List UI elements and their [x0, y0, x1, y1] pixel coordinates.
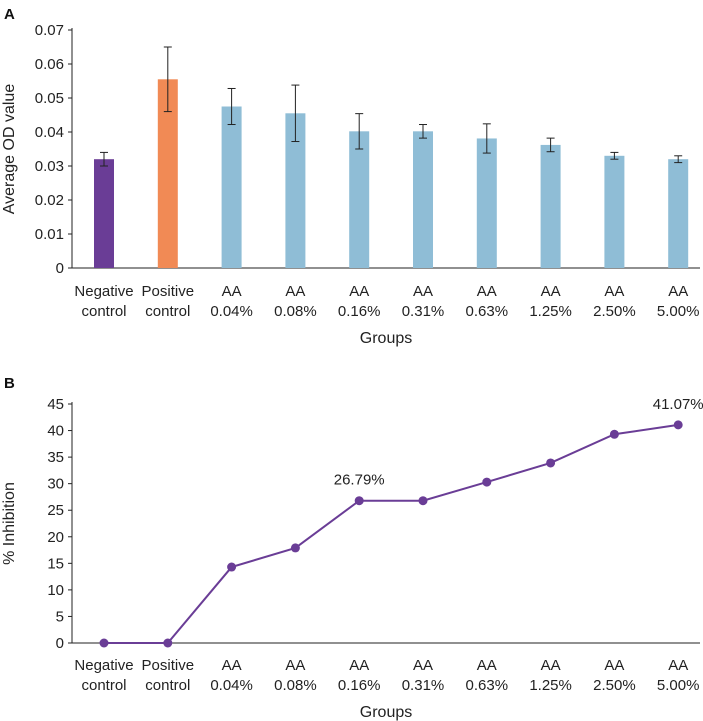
panel-b-x-tick-label-line1: AA [349, 657, 369, 674]
panel-b-data-point [482, 477, 492, 487]
panel-b-x-tick-label-line1: AA [413, 657, 433, 674]
panel-a-x-tick-label-line2: 1.25% [529, 303, 572, 320]
panel-b-y-tick-label: 45 [47, 396, 64, 413]
panel-b-x-tick-label-line1: AA [477, 657, 497, 674]
panel-a-x-tick-label-line1: AA [285, 283, 305, 300]
panel-b-x-tick-label-line2: control [145, 677, 190, 694]
panel-b-y-tick-label: 20 [47, 529, 64, 546]
panel-b-y-tick-label: 10 [47, 582, 64, 599]
panel-a-x-axis-title: Groups [360, 330, 412, 347]
panel-a-y-tick-label: 0.07 [35, 22, 64, 39]
panel-a-x-tick-label-line2: 0.63% [466, 303, 509, 320]
panel-a-x-tick-label-line2: 5.00% [657, 303, 700, 320]
panel-b-x-tick-label-line2: 5.00% [657, 677, 700, 694]
panel-b-x-tick-label-line1: AA [541, 657, 561, 674]
panel-b-y-tick-label: 30 [47, 476, 64, 493]
panel-a-y-tick-label: 0 [56, 260, 64, 277]
panel-a-y-tick-label: 0.03 [35, 158, 64, 175]
panel-b-y-tick-label: 0 [56, 635, 64, 652]
panel-b-y-tick-label: 15 [47, 555, 64, 572]
panel-b-x-tick-label-line2: 0.63% [466, 677, 509, 694]
panel-b-x-tick-label-line2: 0.31% [402, 677, 445, 694]
panel-b-x-tick-label-line1: AA [604, 657, 624, 674]
panel-a-x-tick-label-line1: Positive [142, 283, 195, 300]
panel-b-data-label: 41.07% [653, 396, 703, 413]
panel-b-x-tick-label-line2: control [81, 677, 126, 694]
panel-a-letter: A [4, 6, 15, 23]
panel-a-y-tick-label: 0.01 [35, 226, 64, 243]
panel-b-y-axis-title: % Inhibition [1, 482, 18, 565]
panel-b-data-point [609, 429, 619, 439]
panel-a-bar [476, 138, 497, 268]
panel-b-x-tick-label-line1: Positive [142, 657, 195, 674]
panel-b-data-point [354, 496, 364, 506]
panel-a-x-tick-label-line1: Negative [74, 283, 133, 300]
panel-b-x-tick-label-line2: 0.16% [338, 677, 381, 694]
panel-a-x-tick-label-line2: control [81, 303, 126, 320]
panel-b-y-tick-label: 40 [47, 423, 64, 440]
panel-a-x-tick-label-line2: 0.16% [338, 303, 381, 320]
panel-b-x-axis-title: Groups [360, 704, 412, 721]
panel-a-bar [349, 131, 370, 268]
panel-b-x-tick-label-line1: AA [285, 657, 305, 674]
panel-b-x-tick-label-line2: 1.25% [529, 677, 572, 694]
panel-b-data-point [673, 420, 683, 430]
panel-a-bar [157, 79, 178, 268]
panel-b-data-point [290, 543, 300, 553]
panel-a-y-axis-title: Average OD value [1, 84, 18, 215]
panel-a-y-tick-label: 0.02 [35, 192, 64, 209]
panel-a-x-tick-label-line1: AA [413, 283, 433, 300]
panel-a-x-tick-label-line1: AA [668, 283, 688, 300]
panel-a-x-tick-label-line2: control [145, 303, 190, 320]
panel-b-series-line [104, 423, 679, 644]
panel-a-x-tick-label-line1: AA [349, 283, 369, 300]
panel-a-bar [540, 144, 561, 268]
panel-b-x-tick-label-line2: 0.08% [274, 677, 317, 694]
panel-b-data-point [418, 496, 428, 506]
panel-b-x-tick-label-line1: AA [668, 657, 688, 674]
panel-a-x-tick-label-line2: 0.31% [402, 303, 445, 320]
panel-b-data-point [163, 638, 173, 648]
panel-a-x-tick-label-line2: 0.08% [274, 303, 317, 320]
panel-a-y-tick-label: 0.04 [35, 124, 64, 141]
panel-b-y-tick-label: 25 [47, 502, 64, 519]
panel-a-x-tick-label-line2: 0.04% [210, 303, 253, 320]
panel-a-bar [604, 155, 625, 268]
panel-b-x-tick-label-line1: AA [222, 657, 242, 674]
panel-a-x-tick-label-line2: 2.50% [593, 303, 636, 320]
panel-a-bar [221, 106, 242, 268]
panel-b-data-point [546, 458, 556, 468]
panel-a-bar [413, 131, 433, 268]
panel-b-y-tick-label: 5 [56, 608, 64, 625]
panel-a-y-tick-label: 0.05 [35, 90, 64, 107]
panel-a-x-tick-label-line1: AA [222, 283, 242, 300]
panel-a-bar [94, 159, 114, 268]
panel-b-data-point [227, 562, 237, 572]
panel-a-x-tick-label-line1: AA [604, 283, 624, 300]
panel-b-y-tick-label: 35 [47, 449, 64, 466]
panel-a-bar [285, 113, 306, 268]
panel-b-x-tick-label-line2: 0.04% [210, 677, 253, 694]
panel-b-data-label: 26.79% [334, 472, 385, 489]
panel-a-y-tick-label: 0.06 [35, 56, 64, 73]
panel-a-x-tick-label-line1: AA [477, 283, 497, 300]
panel-a-bar [668, 159, 689, 268]
panel-b-x-tick-label-line1: Negative [74, 657, 133, 674]
panel-b-x-tick-label-line2: 2.50% [593, 677, 636, 694]
panel-b-data-point [99, 638, 109, 648]
panel-b-letter: B [4, 375, 15, 392]
panel-a-x-tick-label-line1: AA [541, 283, 561, 300]
